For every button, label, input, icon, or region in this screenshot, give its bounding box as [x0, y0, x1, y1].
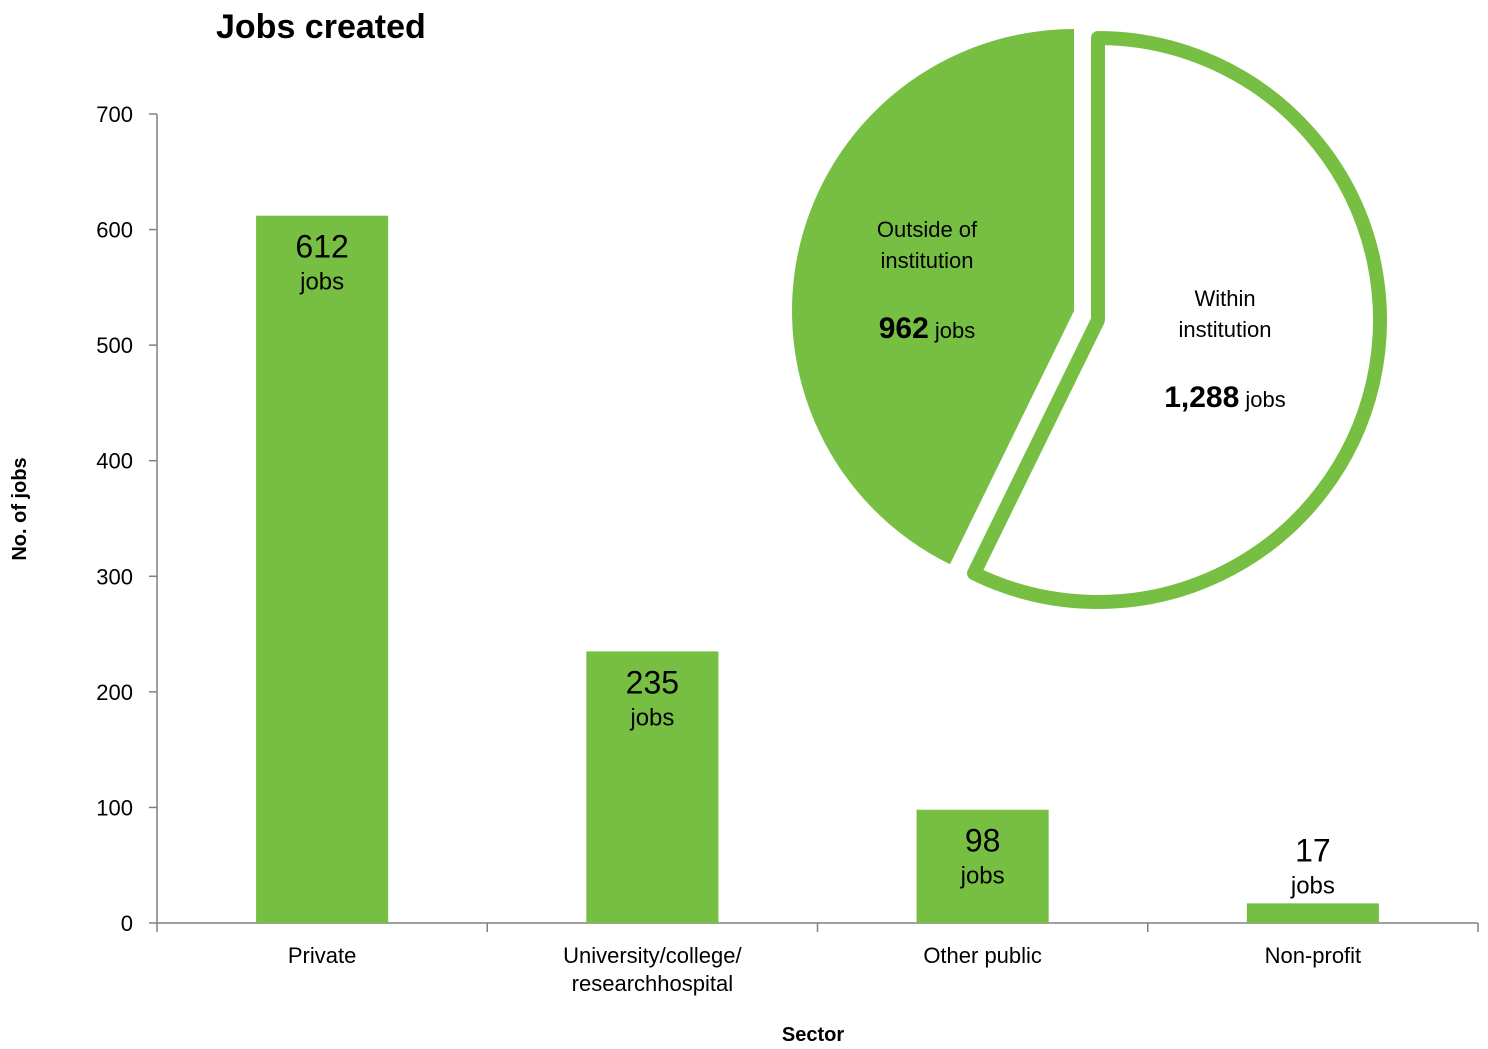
bar-unit-label: jobs: [1290, 872, 1335, 899]
x-tick-label: Non-profit: [1265, 943, 1362, 968]
bars: 612 jobs 235 jobs 98 jobs 17 jobs: [256, 215, 1379, 923]
pie-slice-value: 962 jobs: [879, 312, 976, 345]
pie-chart: Outside of institution 962 jobs Within insti…: [792, 29, 1387, 609]
bar: [916, 809, 1049, 923]
pie-slice-value: 1,288 jobs: [1164, 381, 1286, 414]
pie-slice: [967, 31, 1387, 609]
x-axis-label: Sector: [782, 1024, 844, 1046]
x-tick-label: Private: [288, 943, 356, 968]
bar-unit-label: jobs: [299, 269, 344, 296]
pie-value-unit: jobs: [929, 318, 975, 343]
x-tick-label: researchhospital: [572, 971, 733, 996]
bar-value-label: 235: [626, 664, 679, 700]
y-tick-label: 300: [96, 564, 133, 589]
pie-slice-label: institution: [881, 248, 974, 273]
y-tick-label: 400: [96, 449, 133, 474]
y-tick-label: 0: [121, 911, 133, 936]
pie-value-number: 1,288: [1164, 381, 1239, 414]
bar-unit-label: jobs: [960, 863, 1005, 890]
y-tick-label: 500: [96, 333, 133, 358]
bar-value-label: 98: [965, 823, 1001, 859]
pie-slice-label: Outside of: [877, 217, 978, 242]
pie-slice-label: Within: [1194, 286, 1255, 311]
bar-unit-label: jobs: [629, 704, 674, 731]
pie-slice: [792, 29, 1074, 565]
chart-title: Jobs created: [216, 8, 426, 46]
axes: 0 100 200 300 400 500 600 700 Private University/…: [96, 102, 1479, 996]
bar-value-label: 612: [295, 229, 348, 265]
pie-slice-label: institution: [1179, 317, 1272, 342]
bar: [256, 215, 389, 923]
y-tick-label: 100: [96, 795, 133, 820]
bar: [1246, 903, 1379, 923]
y-tick-label: 600: [96, 218, 133, 243]
x-tick-label: Other public: [923, 943, 1042, 968]
y-tick-label: 200: [96, 680, 133, 705]
y-axis-label: No. of jobs: [9, 457, 31, 560]
bar-value-label: 17: [1295, 832, 1331, 868]
pie-value-unit: jobs: [1239, 387, 1285, 412]
pie-value-number: 962: [879, 312, 929, 345]
bar: [586, 651, 719, 923]
x-tick-label: University/college/: [563, 943, 742, 968]
y-tick-label: 700: [96, 102, 133, 127]
